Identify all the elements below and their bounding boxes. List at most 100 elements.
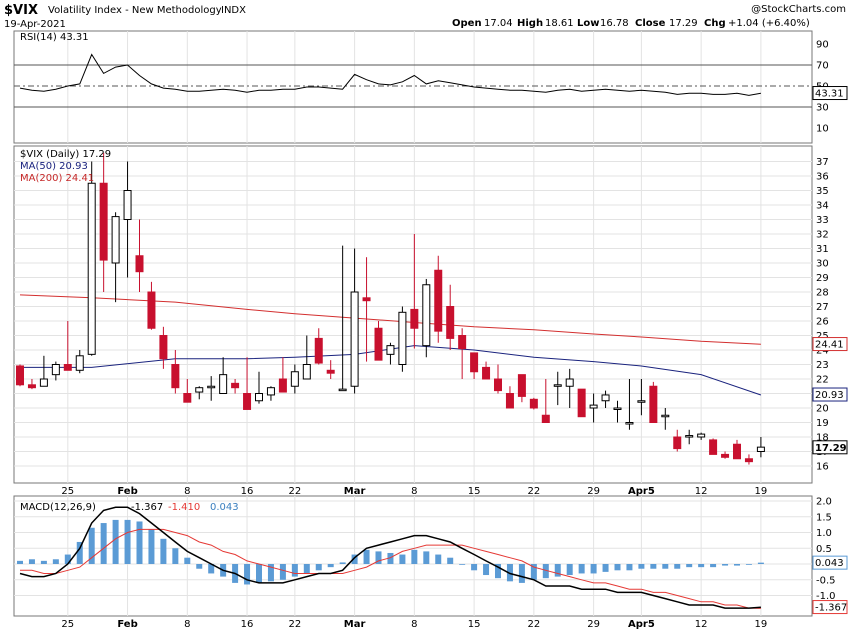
macd-hist-bar [136,521,143,564]
candle-body [111,216,120,264]
candle-body [673,436,682,450]
ma50-value-badge: 20.93 [815,390,844,401]
macd-tick-label: -0.5 [816,575,836,586]
macd-hist-bar [495,564,501,579]
candle-body [159,335,168,360]
rsi-plot [19,53,761,96]
candle-body [302,364,311,380]
price-tick-label: 22 [816,375,829,386]
x-tick-label-bottom: 8 [411,619,417,630]
low-label: Low [577,18,599,29]
price-tick-label: 27 [816,302,829,313]
macd-hist-bar [52,559,59,564]
x-tick-label: 22 [527,486,540,497]
macd-hist-bar [148,529,155,564]
candle-body [482,366,491,380]
price-tick-label: 19 [816,418,829,429]
candle-body [171,364,180,389]
x-tick-label: 16 [241,486,254,497]
price-tick-label: 30 [816,259,829,270]
macd-hist-bar [267,564,274,582]
low-value: 16.78 [600,18,629,29]
candle-body [135,255,144,273]
macd-hist-bar [351,554,358,564]
macd-hist-bar [757,562,764,564]
candle-body [458,335,467,350]
candle-body [350,291,359,387]
ma50-value-badge-box [812,387,848,402]
candle-body [637,400,646,403]
candle-body [207,385,216,389]
x-tick-label: Feb [117,486,137,497]
rsi-tick-label: 30 [816,103,829,114]
macd-tick-label: -1.0 [816,591,836,602]
candle-body [123,190,132,220]
x-tick-label: 22 [288,486,301,497]
signal-value: -1.410 [168,502,200,513]
macd-hist-bar [124,519,131,564]
macd-hist-bar [112,519,119,564]
macd-value: -1.367 [131,502,163,513]
price-tick-label: 26 [816,317,829,328]
candle-body [314,337,323,364]
candle-body [697,433,706,438]
x-tick-label-bottom: Feb [117,619,137,630]
price-tick-label: 37 [816,157,829,168]
signal-line [20,528,761,609]
macd-hist-bar [554,564,561,577]
date-label: 19-Apr-2021 [4,19,66,30]
candle-body [195,387,204,393]
candle-body [625,422,634,425]
price-plot [16,152,765,465]
macd-hist-bar [686,564,693,568]
macd-hist-bar [279,564,286,580]
rsi-value-badge: 43.31 [815,89,844,100]
candle-body [744,458,753,463]
ma200-legend: MA(200) 24.41 [20,173,94,184]
macd-hist-bar [710,564,717,568]
rsi-tick-label: 10 [816,124,829,135]
price-tick-label: 33 [816,215,829,226]
price-tick-label: 28 [816,288,829,299]
rsi-legend: RSI(14) 43.31 [20,32,89,43]
candle-body [733,443,741,460]
x-tick-label: 19 [755,486,768,497]
macd-hist-bar [626,564,633,571]
candle-body [398,311,407,365]
macd-hist-bar [196,564,203,569]
copyright: @StockCharts.com [751,4,846,15]
candle-body [278,378,287,393]
candle-body [147,291,156,329]
macd-hist-bar [566,564,573,576]
macd-hist-bar [28,559,35,564]
price-tick-label: 34 [816,201,829,212]
x-tick-label-bottom: 22 [288,619,301,630]
macd-tick-label: 2.0 [816,497,832,508]
close-value-badge-box [812,440,848,455]
macd-tick-label: 1.0 [816,528,832,539]
candle-body [27,384,36,389]
ma50-legend: MA(50) 20.93 [20,161,88,172]
price-tick-label: 18 [816,433,829,444]
macd-hist-bar [411,549,418,564]
macd-hist-bar [399,554,406,564]
candle-body [685,435,694,438]
macd-hist-bar [291,564,298,577]
candle-body [51,364,60,376]
chg-label: Chg [704,18,726,29]
candle-body [721,453,730,458]
price-tick-label: 23 [816,360,829,371]
high-label: High [517,18,543,29]
ohlc-readout: Open 17.04 High 18.61 Low 16.78 Close 17… [452,18,810,29]
price-tick-label: 25 [816,331,829,342]
macd-hist-bar [745,564,752,565]
open-value: 17.04 [484,18,513,29]
macd-hist-bar [722,564,729,566]
candle-body [63,364,72,371]
x-tick-label-bottom: 16 [241,619,254,630]
high-value: 18.61 [545,18,574,29]
x-tick-label: 8 [411,486,417,497]
macd-hist-bar [435,554,442,564]
candle-body [338,388,347,392]
candle-body [255,393,263,402]
